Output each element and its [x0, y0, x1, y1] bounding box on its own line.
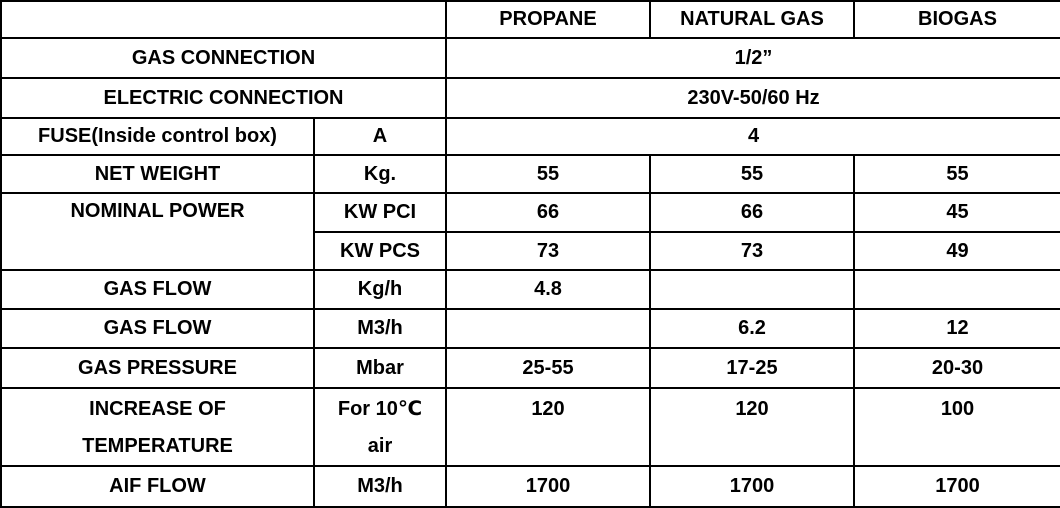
cell-nominal-power-pci-biogas: 45	[853, 192, 1060, 233]
cell-gas-pressure-biogas: 20-30	[853, 347, 1060, 389]
cell-nominal-power-pci-propane: 66	[445, 192, 651, 233]
cell-electric-connection-label: ELECTRIC CONNECTION	[0, 77, 447, 119]
cell-aif-flow-propane: 1700	[445, 465, 651, 508]
row-aif-flow: AIF FLOW M3/h 1700 1700 1700	[0, 465, 1060, 508]
cell-gas-connection-value: 1/2”	[445, 37, 1060, 79]
cell-gas-connection-label: GAS CONNECTION	[0, 37, 447, 79]
cell-nominal-power-pci-natural-gas: 66	[649, 192, 855, 233]
cell-gas-pressure-natural-gas: 17-25	[649, 347, 855, 389]
cell-nominal-power-pcs-biogas: 49	[853, 231, 1060, 271]
cell-gas-flow-m3-unit: M3/h	[313, 308, 447, 349]
cell-increase-of-temperature-label: INCREASE OF TEMPERATURE	[0, 387, 315, 467]
cell-gas-flow-m3-biogas: 12	[853, 308, 1060, 349]
cell-gas-flow-kg-unit: Kg/h	[313, 269, 447, 310]
cell-net-weight-unit: Kg.	[313, 154, 447, 194]
header-row: PROPANE NATURAL GAS BIOGAS	[0, 0, 1060, 39]
column-header-natural-gas: NATURAL GAS	[649, 0, 855, 39]
cell-increase-of-temperature-biogas: 100	[853, 387, 1060, 467]
row-increase-of-temperature: INCREASE OF TEMPERATURE For 10℃ air 120 …	[0, 387, 1060, 467]
cell-aif-flow-biogas: 1700	[853, 465, 1060, 508]
row-net-weight: NET WEIGHT Kg. 55 55 55	[0, 154, 1060, 194]
cell-net-weight-propane: 55	[445, 154, 651, 194]
cell-fuse-unit: A	[313, 117, 447, 156]
cell-fuse-value: 4	[445, 117, 1060, 156]
cell-gas-flow-m3-propane	[445, 308, 651, 349]
cell-fuse-label: FUSE(Inside control box)	[0, 117, 315, 156]
cell-nominal-power-pcs-unit: KW PCS	[313, 231, 447, 271]
row-fuse: FUSE(Inside control box) A 4	[0, 117, 1060, 156]
row-gas-flow-kg: GAS FLOW Kg/h 4.8	[0, 269, 1060, 310]
cell-gas-flow-kg-biogas	[853, 269, 1060, 310]
cell-gas-pressure-propane: 25-55	[445, 347, 651, 389]
row-nominal-power-pcs: KW PCS 73 73 49	[1, 231, 1060, 271]
cell-gas-flow-kg-propane: 4.8	[445, 269, 651, 310]
cell-aif-flow-label: AIF FLOW	[0, 465, 315, 508]
cell-aif-flow-unit: M3/h	[313, 465, 447, 508]
cell-net-weight-label: NET WEIGHT	[0, 154, 315, 194]
row-gas-connection: GAS CONNECTION 1/2”	[0, 37, 1060, 79]
cell-increase-of-temperature-natural-gas: 120	[649, 387, 855, 467]
cell-aif-flow-natural-gas: 1700	[649, 465, 855, 508]
cell-nominal-power-pcs-natural-gas: 73	[649, 231, 855, 271]
cell-net-weight-natural-gas: 55	[649, 154, 855, 194]
cell-gas-pressure-label: GAS PRESSURE	[0, 347, 315, 389]
cell-nominal-power-label: NOMINAL POWER	[0, 192, 315, 271]
cell-gas-flow-m3-label: GAS FLOW	[0, 308, 315, 349]
cell-gas-flow-kg-label: GAS FLOW	[0, 269, 315, 310]
cell-nominal-power-pci-unit: KW PCI	[313, 192, 447, 233]
cell-electric-connection-value: 230V-50/60 Hz	[445, 77, 1060, 119]
cell-gas-flow-kg-natural-gas	[649, 269, 855, 310]
row-gas-pressure: GAS PRESSURE Mbar 25-55 17-25 20-30	[0, 347, 1060, 389]
row-nominal-power-pci: NOMINAL POWER KW PCI 66 66 45	[0, 192, 1060, 271]
column-header-propane: PROPANE	[445, 0, 651, 39]
cell-increase-of-temperature-propane: 120	[445, 387, 651, 467]
cell-header-blank	[0, 0, 447, 39]
cell-gas-flow-m3-natural-gas: 6.2	[649, 308, 855, 349]
cell-increase-of-temperature-unit: For 10℃ air	[313, 387, 447, 467]
cell-nominal-power-pcs-propane: 73	[445, 231, 651, 271]
cell-gas-pressure-unit: Mbar	[313, 347, 447, 389]
row-gas-flow-m3: GAS FLOW M3/h 6.2 12	[0, 308, 1060, 349]
row-electric-connection: ELECTRIC CONNECTION 230V-50/60 Hz	[0, 77, 1060, 119]
cell-net-weight-biogas: 55	[853, 154, 1060, 194]
column-header-biogas: BIOGAS	[853, 0, 1060, 39]
